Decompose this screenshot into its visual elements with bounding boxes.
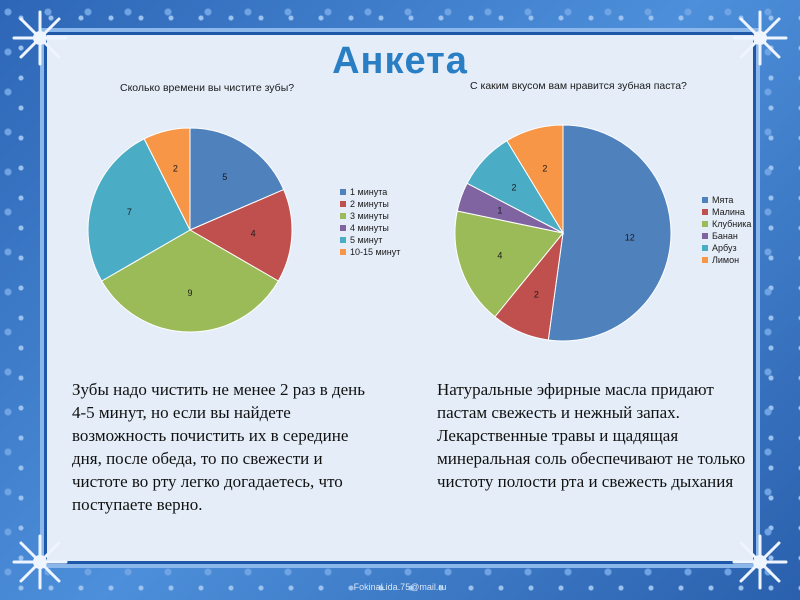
data-label: 1 [497,206,502,216]
pie-slice [143,127,191,231]
legend-swatch [702,257,708,263]
legend-label: Банан [712,231,738,241]
legend-swatch [340,237,346,243]
snowflake-ornament-top-left [12,10,68,66]
legend-item: 5 минут [340,234,400,246]
legend-swatch [702,233,708,239]
legend-item: 1 минута [340,186,400,198]
data-label: 2 [512,182,517,192]
legend-item: 4 минуты [340,222,400,234]
data-label: 2 [173,163,178,173]
snowflake-ornament-bottom-right [732,534,788,590]
legend-item: Мята [702,194,751,206]
legend-label: 1 минута [350,187,388,197]
legend-swatch [340,189,346,195]
chart-title-brushing-time: Сколько времени вы чистите зубы? [120,82,295,94]
legend-swatch [702,197,708,203]
legend-swatch [340,249,346,255]
legend-label: Малина [712,207,745,217]
legend-label: Мята [712,195,734,205]
chart-title-toothpaste-flavor: С каким вкусом вам нравится зубная паста… [470,80,687,92]
legend-label: 4 минуты [350,223,389,233]
data-label: 2 [542,164,547,174]
legend-label: Арбуз [712,243,737,253]
legend-swatch [340,213,346,219]
data-label: 9 [187,288,192,298]
legend-label: 5 минут [350,235,383,245]
data-label: 12 [625,233,635,243]
legend-label: 3 минуты [350,211,389,221]
legend-item: Лимон [702,254,751,266]
legend-label: 2 минуты [350,199,389,209]
pie-slice [188,188,293,282]
data-label: 4 [251,229,256,239]
legend-label: Лимон [712,255,740,265]
legend-label: Клубника [712,219,752,229]
legend-label: 10-15 минут [350,247,401,257]
data-label: 2 [534,289,539,299]
legend-swatch [702,221,708,227]
pie-slice [87,138,191,282]
pie-slice [454,210,564,318]
legend-swatch [702,209,708,215]
data-label: 7 [127,207,132,217]
snowflake-ornament-top-right [732,10,788,66]
legend-swatch [702,245,708,251]
legend-item: 10-15 минут [340,246,400,258]
snowflake-ornament-bottom-left [12,534,68,590]
pie-chart-brushing-time: 5 4 9 7 2 [87,127,293,333]
footer-email: FokinaLida.75@mail.ru [353,582,447,592]
legend-item: Клубника [702,218,751,230]
legend-swatch [340,201,346,207]
legend-item: 3 минуты [340,210,400,222]
legend-brushing-time: 1 минута 2 минуты 3 минуты 4 минуты 5 минут 1… [340,186,400,258]
legend-item: Малина [702,206,751,218]
legend-swatch [340,225,346,231]
slide-title: Анкета [332,40,468,82]
data-label: 4 [497,250,502,260]
data-label: 5 [222,172,227,182]
pie-slice [547,124,672,342]
brushing-advice-text: Зубы надо чистить не менее 2 раз в день … [72,380,366,514]
legend-item: Арбуз [702,242,751,254]
pie-slice [189,127,285,231]
pie-slice [506,124,564,235]
legend-toothpaste-flavor: Мята Малина Клубника Банан Арбуз Лимон [702,194,751,266]
legend-item: Банан [702,230,751,242]
legend-item: 2 минуты [340,198,400,210]
toothpaste-ingredients-text: Натуральные эфирные масла придают пастам… [437,380,746,491]
